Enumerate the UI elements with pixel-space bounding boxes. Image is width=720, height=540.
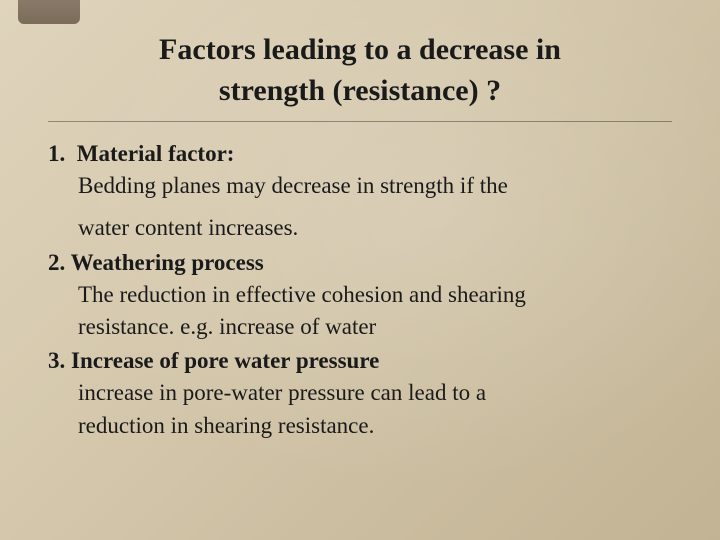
slide-title: Factors leading to a decrease in strengt… — [76, 30, 644, 111]
content-area: 1. Material factor: Bedding planes may d… — [48, 138, 672, 442]
item-1-heading: 1. Material factor: — [48, 138, 672, 170]
item-3-body-line1: increase in pore-water pressure can lead… — [48, 377, 672, 409]
item-1-body-line1: Bedding planes may decrease in strength … — [48, 170, 672, 202]
item-3-body-line2: reduction in shearing resistance. — [48, 410, 672, 442]
item-1-number: 1. — [48, 141, 65, 166]
item-2-number: 2. — [48, 250, 65, 275]
item-2-heading-text: Weathering process — [71, 250, 264, 275]
item-2-heading: 2. Weathering process — [48, 247, 672, 279]
item-2-body-line2: resistance. e.g. increase of water — [48, 311, 672, 343]
item-3-heading-text: Increase of pore water pressure — [71, 348, 379, 373]
item-2-body-line1: The reduction in effective cohesion and … — [48, 279, 672, 311]
title-underline-rule — [48, 121, 672, 122]
item-3-number: 3. — [48, 348, 65, 373]
title-line-1: Factors leading to a decrease in — [159, 33, 561, 66]
slide-container: Factors leading to a decrease in strengt… — [0, 0, 720, 540]
item-1-body-line2: water content increases. — [48, 212, 672, 244]
item-3-heading: 3. Increase of pore water pressure — [48, 345, 672, 377]
title-line-2: strength (resistance) ? — [219, 74, 501, 107]
item-1-heading-text: Material factor: — [77, 141, 235, 166]
